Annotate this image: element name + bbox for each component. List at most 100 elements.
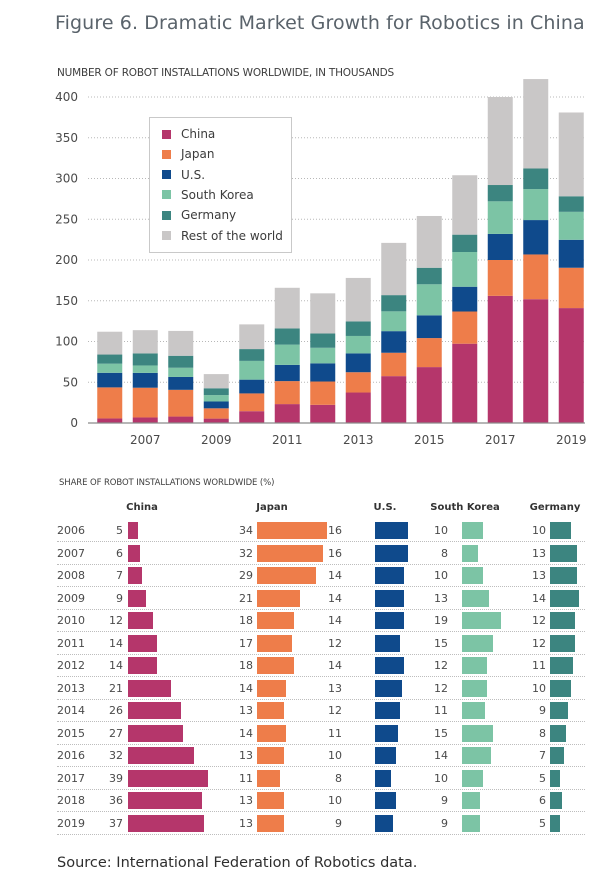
share-value-japan: 18: [239, 614, 253, 627]
share-bar-south-korea: [462, 702, 485, 719]
bar-rest-of-the-world-2006: [97, 331, 123, 355]
bar-china-2017: [487, 295, 513, 423]
row-year: 2018: [57, 794, 85, 807]
share-value-germany: 5: [539, 816, 546, 830]
bar-south-korea-2011: [274, 344, 300, 365]
row-divider: [57, 653, 585, 655]
share-bar-germany: [550, 567, 577, 584]
share-value-china: 21: [109, 681, 123, 695]
table-row: 2011 14 17 12 15 12: [57, 633, 585, 655]
bar-rest-of-the-world-2011: [274, 287, 300, 329]
bar-south-korea-2015: [416, 284, 442, 316]
share-bar-china: [128, 657, 157, 674]
bar-japan-2008: [168, 389, 194, 417]
bar-japan-2014: [381, 352, 407, 377]
x-tick-label: 2019: [556, 433, 587, 447]
share-value-china: 27: [109, 726, 123, 740]
row-divider: [57, 811, 585, 812]
row-year: 2010: [57, 614, 85, 627]
legend-label: U.S.: [181, 167, 206, 182]
column-header-japan: Japan: [256, 502, 288, 513]
share-bar-japan: [257, 657, 294, 674]
bar-germany-2015: [416, 267, 442, 285]
y-tick-label: 100: [55, 335, 78, 349]
share-value-japan: 21: [239, 591, 253, 605]
stacked-chart-title: NUMBER OF ROBOT INSTALLATIONS WORLDWIDE,…: [57, 67, 394, 79]
bar-germany-2010: [239, 349, 265, 361]
share-value-germany: 12: [532, 614, 546, 627]
bar-germany-2007: [132, 353, 158, 366]
row-year: 2019: [57, 816, 85, 830]
y-tick-label: 300: [55, 172, 78, 186]
table-row: 2018 36 13 10 9 6: [57, 790, 585, 812]
bar-rest-of-the-world-2010: [239, 324, 265, 350]
share-bar-germany: [550, 679, 571, 697]
bar-u-s-2013: [345, 353, 371, 373]
share-value-south-korea: 15: [434, 726, 448, 740]
figure-title: Figure 6. Dramatic Market Growth for Rob…: [55, 12, 585, 34]
bar-u-s-2017: [487, 233, 513, 260]
bar-south-korea-2013: [345, 335, 371, 354]
share-bar-u-s: [375, 612, 404, 629]
legend-label: China: [181, 127, 216, 141]
table-row: 2014 26 13 12 11 9: [57, 700, 585, 722]
column-header-germany: Germany: [529, 502, 581, 513]
share-bar-japan: [257, 522, 327, 539]
legend-label: Rest of the world: [181, 228, 283, 243]
share-value-u-s: 9: [335, 816, 342, 830]
bar-japan-2019: [558, 267, 584, 309]
column-header-south-korea: South Korea: [430, 502, 500, 513]
share-bar-japan: [257, 679, 286, 697]
share-bar-south-korea: [462, 522, 483, 539]
share-value-china: 12: [109, 614, 123, 627]
row-divider: [57, 631, 585, 632]
share-bar-japan: [257, 814, 284, 832]
share-bar-u-s: [375, 567, 404, 584]
legend-swatch: [162, 231, 171, 240]
share-value-japan: 17: [239, 636, 253, 650]
bar-u-s-2006: [97, 372, 123, 388]
share-bar-germany: [550, 544, 577, 562]
bar-china-2008: [168, 416, 194, 423]
share-bar-south-korea: [462, 657, 487, 674]
bar-u-s-2008: [168, 376, 194, 390]
y-tick-label: 400: [55, 90, 78, 104]
chart-legend: China Japan U.S. South Korea Germany Rest of …: [149, 117, 292, 253]
share-value-germany: 9: [539, 704, 546, 717]
share-value-south-korea: 10: [434, 771, 448, 785]
share-value-china: 6: [116, 546, 123, 560]
share-value-u-s: 11: [328, 726, 342, 740]
share-value-u-s: 8: [335, 771, 342, 785]
share-value-china: 37: [109, 816, 123, 830]
share-bar-u-s: [375, 702, 400, 719]
row-divider: [57, 833, 585, 835]
share-value-china: 32: [109, 749, 123, 762]
share-value-japan: 29: [239, 569, 253, 582]
bar-china-2018: [523, 299, 549, 423]
row-year: 2013: [57, 681, 85, 695]
share-bar-u-s: [375, 589, 404, 607]
bar-china-2013: [345, 392, 371, 423]
share-bar-u-s: [375, 747, 396, 764]
bar-germany-2014: [381, 295, 407, 312]
share-value-germany: 13: [532, 546, 546, 560]
bar-rest-of-the-world-2013: [345, 277, 371, 322]
bar-rest-of-the-world-2016: [452, 175, 478, 235]
bar-germany-2017: [487, 185, 513, 202]
bar-china-2010: [239, 411, 265, 423]
row-divider: [57, 608, 585, 610]
row-divider: [57, 766, 585, 767]
bar-china-2012: [310, 404, 336, 423]
bar-rest-of-the-world-2019: [558, 112, 584, 197]
share-value-japan: 13: [239, 704, 253, 717]
share-value-u-s: 14: [328, 569, 342, 582]
source-note: Source: International Federation of Robo…: [57, 855, 418, 871]
bar-china-2009: [203, 418, 229, 423]
share-bar-japan: [257, 792, 284, 809]
legend-item-germany: Germany: [162, 208, 236, 222]
bar-japan-2017: [487, 260, 513, 296]
share-value-south-korea: 9: [441, 794, 448, 807]
row-divider: [57, 586, 585, 587]
share-value-japan: 14: [239, 681, 253, 695]
legend-item-china: China: [162, 127, 215, 141]
